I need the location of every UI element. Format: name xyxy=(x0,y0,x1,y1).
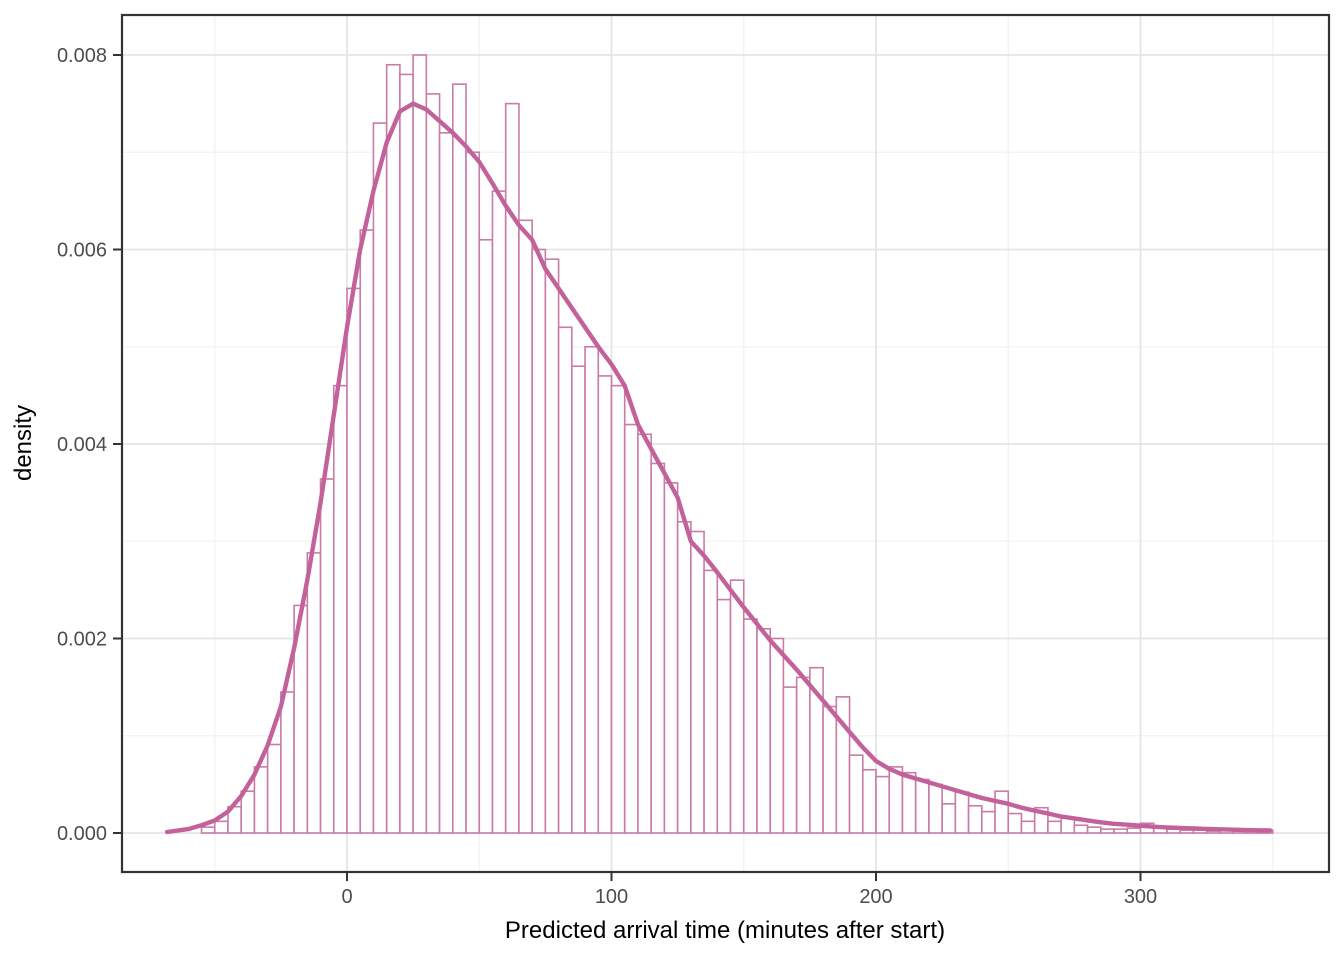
histogram-bar xyxy=(557,326,573,834)
x-tick-label: 0 xyxy=(341,886,352,908)
histogram-bar xyxy=(729,579,745,834)
histogram-bar xyxy=(478,238,494,834)
density-curve xyxy=(164,101,1273,835)
histogram-bar xyxy=(703,569,719,834)
histogram-bar xyxy=(769,637,785,834)
histogram-bar xyxy=(1100,828,1115,834)
histogram-bar xyxy=(914,778,930,834)
histogram-bar xyxy=(954,791,970,834)
histogram-bar xyxy=(690,530,705,834)
histogram-bar xyxy=(412,54,428,834)
histogram-bar xyxy=(438,132,454,834)
x-tick-label: 300 xyxy=(1124,886,1157,908)
histogram-bar xyxy=(213,820,229,834)
histogram-bar xyxy=(597,375,613,834)
histogram-bar xyxy=(359,229,375,834)
histogram-bar xyxy=(888,766,904,834)
histogram-bar xyxy=(1073,824,1089,834)
histogram-bar xyxy=(1086,826,1102,834)
histogram-bar xyxy=(716,598,732,834)
histogram-bar xyxy=(676,520,692,834)
histogram-bar xyxy=(663,482,679,834)
histogram-bar xyxy=(742,618,758,834)
axis-ticks-layer: 0 100 200 300 0.000 0.002 0.004 0.006 0.008 xyxy=(57,45,1157,908)
histogram-bar xyxy=(967,804,983,834)
histogram-bar xyxy=(571,365,586,834)
histogram-bar xyxy=(531,248,547,834)
histogram-bar xyxy=(266,743,282,834)
histogram-bar xyxy=(584,345,600,834)
histogram-bar xyxy=(372,122,388,834)
histogram-bar xyxy=(848,754,864,834)
histogram-bar xyxy=(399,73,414,834)
histogram-bar xyxy=(650,462,666,834)
x-tick-label: 200 xyxy=(859,886,892,908)
histogram-bars-layer xyxy=(200,54,1274,834)
histogram-bar xyxy=(518,219,533,834)
histogram-bar xyxy=(1047,820,1062,834)
histogram-bar xyxy=(425,93,441,834)
histogram-bar xyxy=(1020,820,1036,834)
histogram-bar xyxy=(928,783,943,834)
histogram-bar xyxy=(822,705,838,834)
y-tick-label: 0.006 xyxy=(57,240,107,262)
panel-frame-layer xyxy=(120,13,1331,874)
x-tick-label: 100 xyxy=(595,886,628,908)
histogram-bar xyxy=(610,384,626,834)
histogram-bar xyxy=(994,790,1010,834)
histogram-bar xyxy=(980,810,996,834)
histogram-bar xyxy=(451,83,467,834)
histogram-bar xyxy=(544,258,560,834)
histogram-bar xyxy=(491,190,507,834)
histogram-bar xyxy=(346,287,362,834)
histogram-bar xyxy=(782,686,798,834)
y-tick-label: 0.000 xyxy=(57,823,107,845)
histogram-bar xyxy=(253,766,269,834)
histogram-bar xyxy=(1007,812,1023,834)
histogram-bar xyxy=(385,63,401,834)
histogram-bar xyxy=(861,768,877,834)
y-tick-label: 0.008 xyxy=(57,45,107,67)
y-axis-title: density xyxy=(10,405,37,481)
histogram-bar xyxy=(332,384,348,834)
density-curve-layer xyxy=(164,101,1273,835)
histogram-bar xyxy=(306,552,322,834)
panel-border xyxy=(120,13,1331,874)
histogram-bar xyxy=(941,803,957,834)
x-axis-title: Predicted arrival time (minutes after st… xyxy=(505,917,945,944)
histogram-bar xyxy=(1126,827,1142,834)
histogram-bar xyxy=(901,771,917,834)
histogram-bar xyxy=(240,790,256,834)
y-tick-label: 0.002 xyxy=(57,629,107,651)
histogram-bar xyxy=(319,478,335,834)
histogram-bar xyxy=(795,676,811,834)
histogram-bar xyxy=(756,627,771,834)
histogram-bar xyxy=(280,691,295,834)
histogram-bar xyxy=(875,775,891,834)
y-tick-label: 0.004 xyxy=(57,434,107,456)
histogram-bar xyxy=(465,151,481,834)
histogram-bar xyxy=(637,433,652,834)
histogram-bar xyxy=(1113,828,1129,834)
histogram-bar xyxy=(623,423,639,834)
histogram-bar xyxy=(200,826,216,834)
